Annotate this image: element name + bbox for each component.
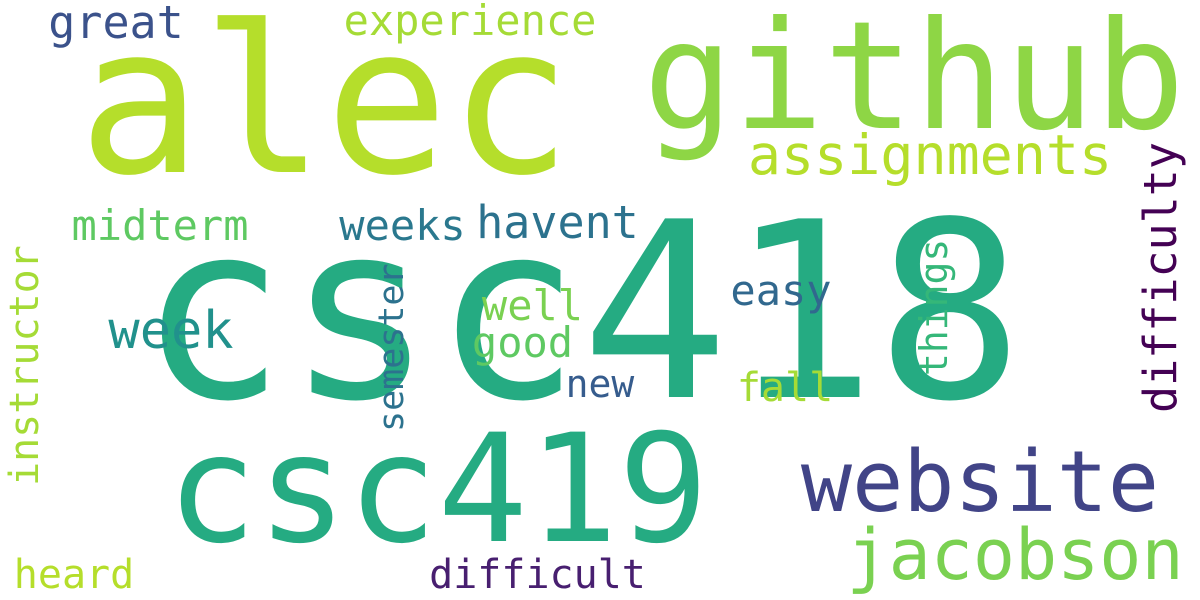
word-alec: alec [78, 0, 572, 221]
word-well: well [481, 281, 584, 330]
word-difficulty: difficulty [1133, 142, 1187, 413]
word-experience: experience [343, 0, 597, 45]
word-difficult: difficult [429, 552, 646, 598]
word-things: things [912, 238, 956, 377]
word-fall: fall [736, 365, 834, 411]
word-good: good [471, 318, 574, 367]
word-assignments: assignments [747, 123, 1113, 187]
word-csc418: csc418 [138, 170, 1024, 455]
word-semester: semester [372, 263, 412, 432]
word-new: new [565, 362, 635, 406]
word-jacobson: jacobson [846, 514, 1184, 596]
word-csc419: csc419 [166, 403, 709, 577]
word-easy: easy [730, 266, 832, 315]
word-week: week [108, 301, 234, 361]
word-heard: heard [13, 552, 135, 598]
word-havent: havent [476, 196, 639, 249]
word-midterm: midterm [71, 201, 249, 250]
word-website: website [800, 433, 1160, 532]
word-weeks: weeks [339, 201, 466, 250]
word-instructor: instructor [2, 245, 48, 486]
word-great: great [48, 0, 184, 49]
word-github: github [643, 0, 1185, 164]
